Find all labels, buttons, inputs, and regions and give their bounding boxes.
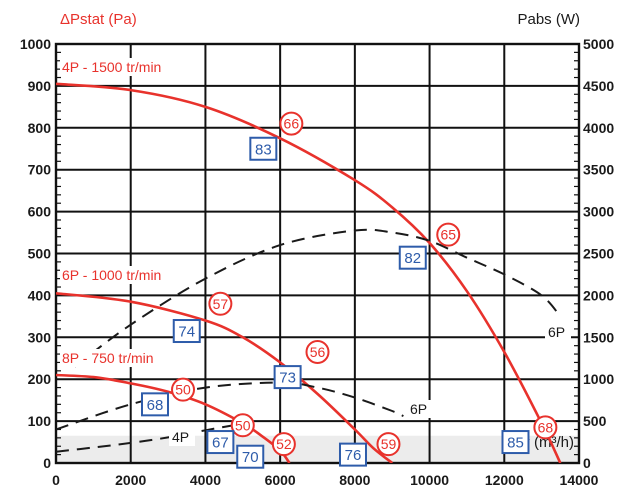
- left-axis-title: ΔPstat (Pa): [60, 11, 137, 28]
- efficiency-marker-label: 56: [310, 344, 326, 360]
- power-marker: [172, 319, 201, 344]
- pressure-curve-label: 8P - 750 tr/min: [62, 350, 154, 366]
- y-left-tick-label: 500: [28, 246, 52, 262]
- power-label-background: [407, 400, 433, 418]
- efficiency-marker-label: 50: [235, 417, 251, 433]
- x-tick-label: 2000: [115, 472, 146, 488]
- efficiency-marker-label: 65: [440, 227, 456, 243]
- efficiency-marker: [271, 432, 296, 457]
- x-tick-label: 10000: [410, 472, 449, 488]
- power-marker: [236, 444, 265, 469]
- y-left-tick-label: 900: [28, 78, 52, 94]
- power-curve-6p-upper: [74, 228, 562, 368]
- efficiency-marker: [208, 291, 233, 316]
- power-marker: [338, 442, 367, 467]
- y-left-tick-label: 800: [28, 120, 52, 136]
- x-tick-label: 14000: [560, 472, 599, 488]
- power-label-background: [545, 323, 571, 341]
- power-marker-label: 76: [345, 447, 362, 464]
- y-right-tick-label: 4500: [583, 78, 614, 94]
- power-curve-label: 6P: [410, 401, 427, 417]
- efficiency-marker: [279, 111, 304, 136]
- power-marker: [140, 392, 169, 417]
- y-left-tick-label: 1000: [20, 36, 51, 52]
- efficiency-marker: [533, 415, 558, 440]
- power-marker-label: 74: [178, 324, 195, 341]
- efficiency-marker-label: 50: [175, 382, 191, 398]
- right-axis-title: Pabs (W): [517, 11, 580, 28]
- pressure-curve-label: 4P - 1500 tr/min: [62, 59, 161, 75]
- y-right-tick-label: 500: [583, 413, 607, 429]
- efficiency-marker: [230, 413, 255, 438]
- power-marker-label: 70: [242, 449, 259, 466]
- y-left-tick-label: 100: [28, 413, 52, 429]
- y-right-tick-label: 3500: [583, 162, 614, 178]
- power-marker: [273, 365, 302, 390]
- pressure-curve-label: 6P - 1000 tr/min: [62, 267, 161, 283]
- y-right-tick-label: 4000: [583, 120, 614, 136]
- y-right-tick-label: 0: [583, 455, 591, 471]
- y-left-tick-label: 300: [28, 329, 52, 345]
- power-marker-label: 85: [507, 435, 524, 452]
- power-curve-4p: [56, 423, 236, 453]
- y-left-tick-label: 700: [28, 162, 52, 178]
- power-marker-label: 68: [147, 397, 164, 414]
- power-curve-label: 4P: [172, 429, 189, 445]
- y-right-tick-label: 3000: [583, 204, 614, 220]
- efficiency-marker: [376, 432, 401, 457]
- power-marker-label: 83: [255, 141, 272, 158]
- power-marker-label: 82: [404, 250, 421, 267]
- power-marker-label: 67: [212, 435, 229, 452]
- y-left-tick-label: 600: [28, 204, 52, 220]
- efficiency-marker: [436, 222, 461, 247]
- y-right-tick-label: 2500: [583, 246, 614, 262]
- efficiency-marker-label: 57: [213, 296, 229, 312]
- power-curve-label: 6P: [548, 324, 565, 340]
- x-tick-label: 6000: [265, 472, 296, 488]
- power-marker: [206, 430, 235, 455]
- y-right-tick-label: 5000: [583, 36, 614, 52]
- power-label-background: [169, 428, 195, 446]
- efficiency-marker-label: 59: [381, 436, 397, 452]
- power-marker: [249, 136, 278, 161]
- y-right-tick-label: 1000: [583, 371, 614, 387]
- power-marker: [501, 430, 530, 455]
- y-right-tick-label: 1500: [583, 329, 614, 345]
- efficiency-marker: [305, 339, 330, 364]
- x-tick-label: 4000: [190, 472, 221, 488]
- efficiency-marker-label: 68: [538, 419, 554, 435]
- x-tick-label: 0: [52, 472, 60, 488]
- power-marker: [398, 245, 427, 270]
- y-left-tick-label: 200: [28, 371, 52, 387]
- curve-label-background: [60, 58, 188, 76]
- shaded-band: [56, 435, 579, 463]
- y-left-tick-label: 400: [28, 287, 52, 303]
- power-curve-6p-lower: [56, 381, 404, 431]
- power-marker-label: 73: [279, 370, 296, 387]
- efficiency-marker: [171, 377, 196, 402]
- y-left-tick-label: 0: [43, 455, 51, 471]
- y-right-tick-label: 2000: [583, 287, 614, 303]
- curve-label-background: [60, 266, 182, 284]
- efficiency-marker-label: 52: [276, 436, 292, 452]
- plot-frame: [54, 42, 581, 465]
- pressure-curve-4p: [56, 82, 562, 463]
- x-tick-label: 12000: [485, 472, 524, 488]
- pressure-curve-6p: [56, 292, 393, 463]
- efficiency-marker-label: 66: [284, 116, 300, 132]
- curve-label-background: [60, 349, 182, 367]
- x-tick-label: 8000: [339, 472, 370, 488]
